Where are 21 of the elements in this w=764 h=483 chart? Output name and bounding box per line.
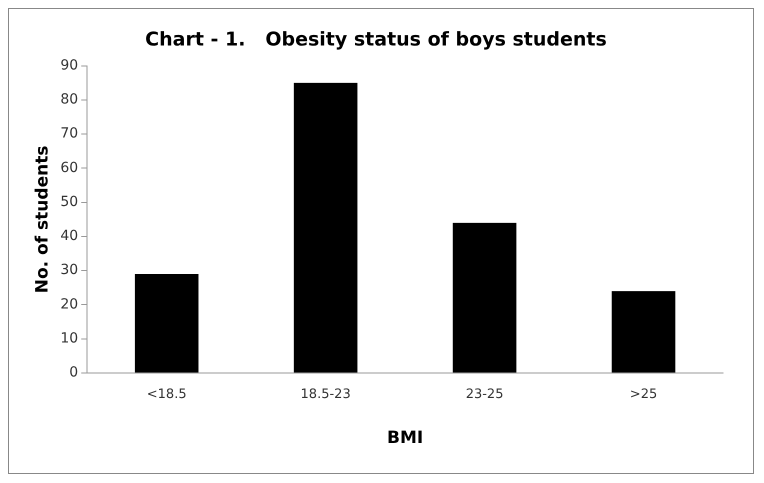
x-tick-label: >25	[630, 387, 658, 402]
x-tick-label: 18.5-23	[300, 387, 351, 402]
x-axis-title: BMI	[387, 428, 424, 448]
y-tick-label: 90	[60, 57, 78, 74]
bar	[294, 82, 358, 372]
x-tick-label: 23-25	[466, 387, 504, 402]
y-tick-label: 20	[60, 296, 78, 312]
y-tick-label: 70	[60, 126, 78, 142]
chart-title: Chart - 1. Obesity status of boys students	[145, 28, 607, 50]
y-tick-label: 80	[60, 92, 78, 108]
y-tick-label: 0	[69, 364, 78, 381]
x-tick-label: <18.5	[146, 387, 187, 402]
y-tick-label: 10	[60, 330, 78, 347]
y-tick-label: 30	[60, 262, 78, 278]
y-axis-title: No. of students	[32, 146, 53, 294]
bar	[612, 291, 676, 372]
y-tick-label: 60	[60, 160, 78, 176]
y-tick-label: 50	[60, 194, 78, 210]
bar	[134, 274, 198, 372]
bar	[452, 222, 516, 372]
y-tick-label: 40	[60, 228, 78, 244]
